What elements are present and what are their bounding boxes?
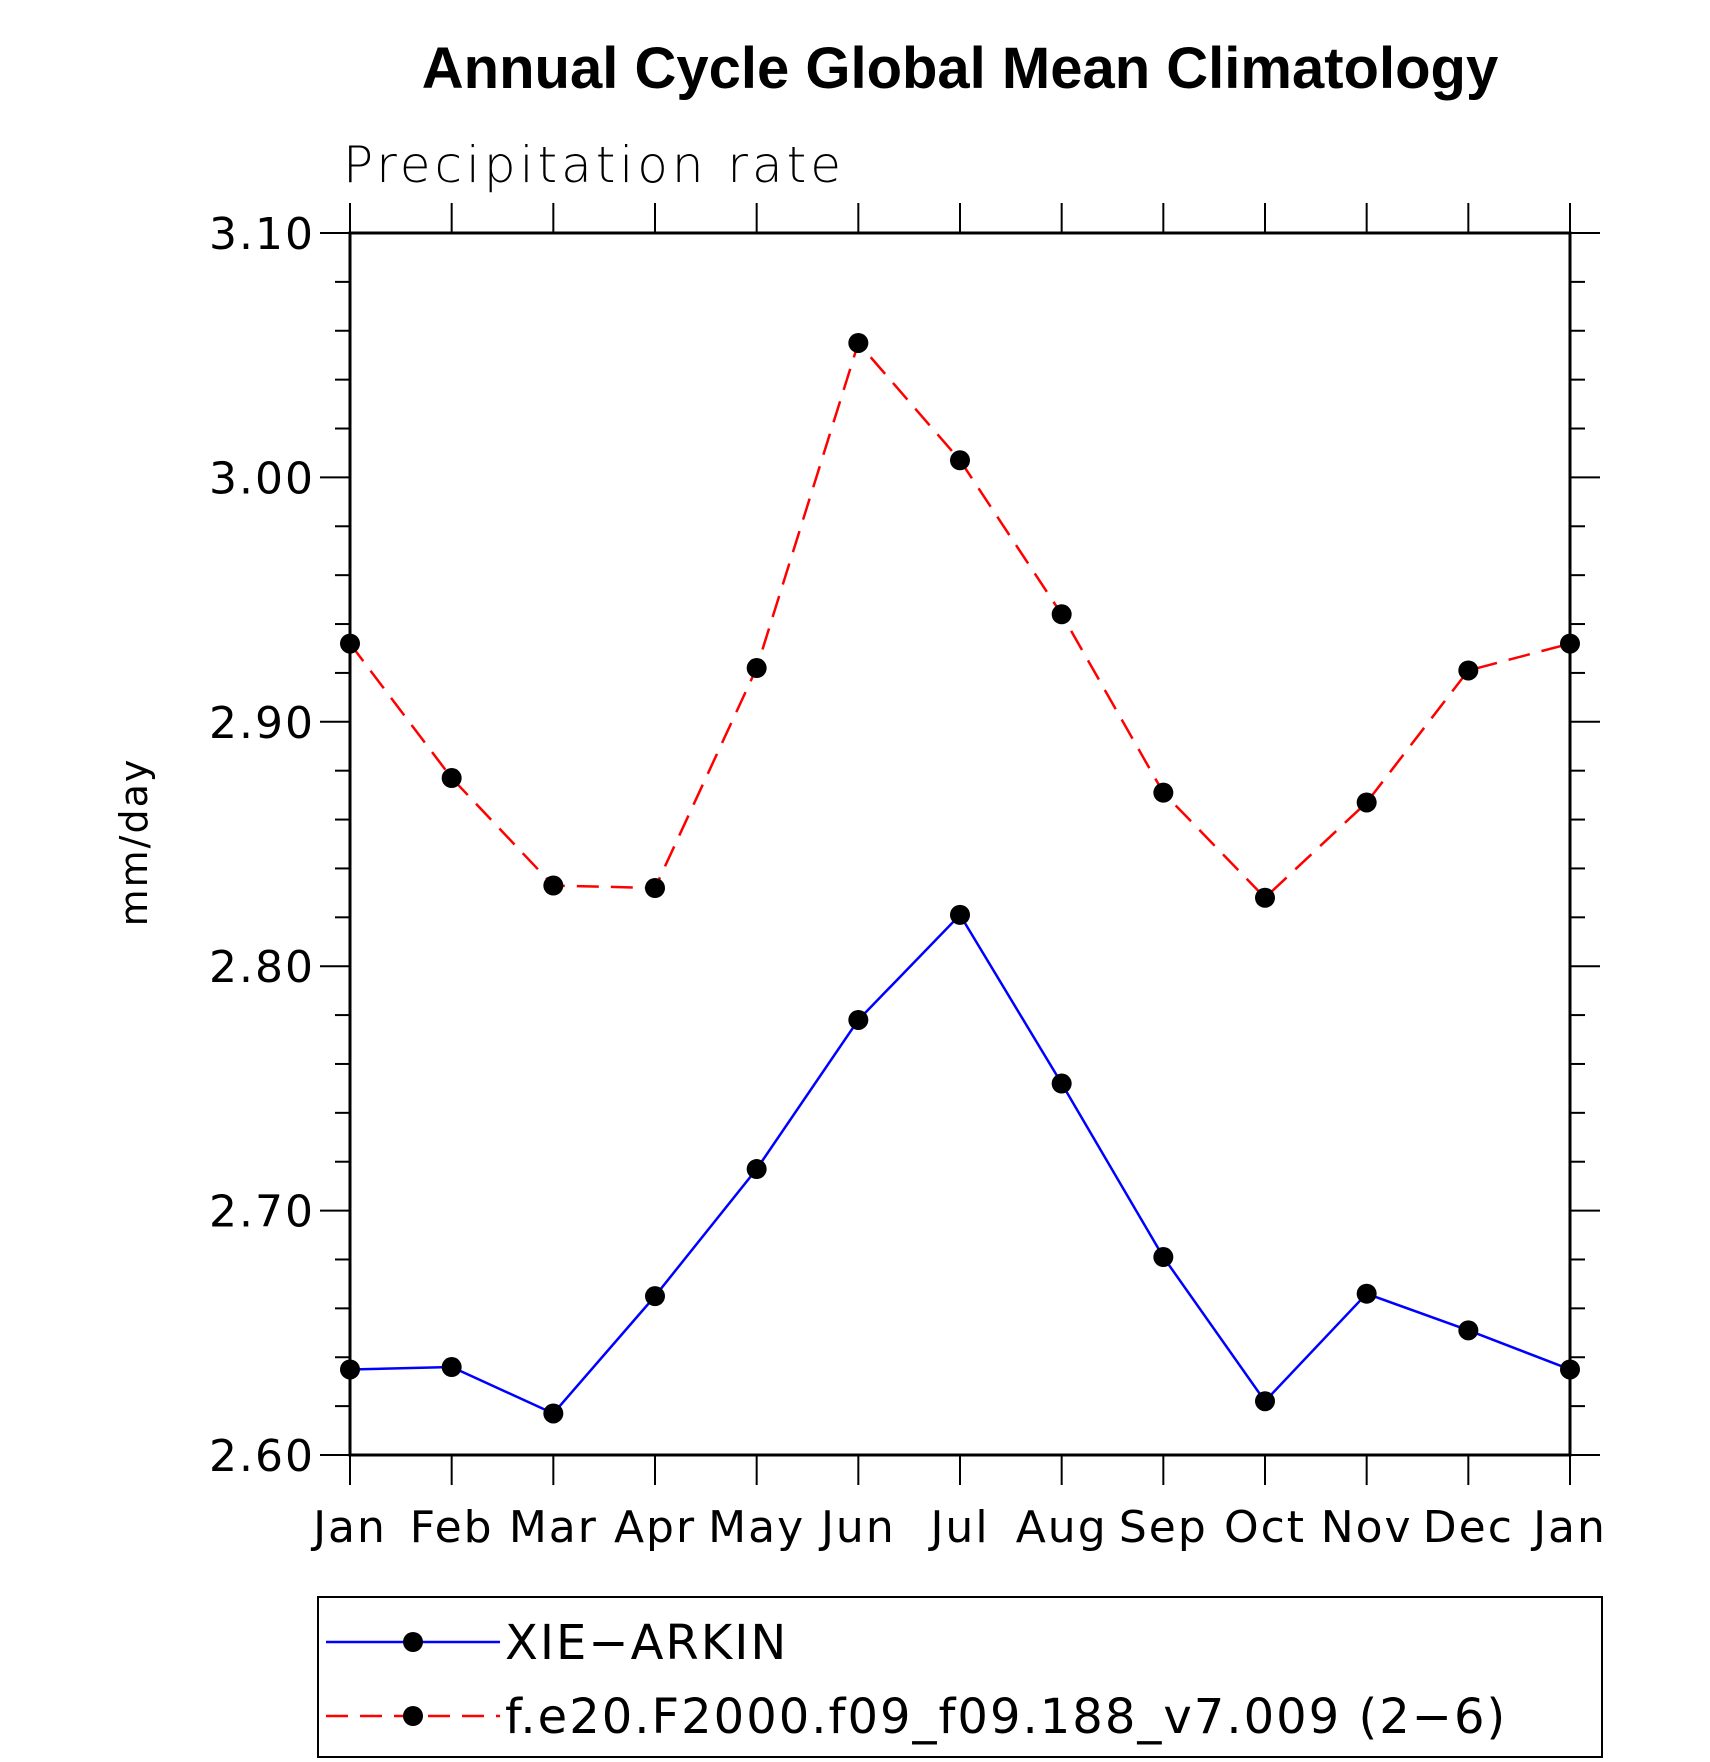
legend: XIE−ARKIN f.e20.F2000.f09_f09.188_v7.009 … — [317, 1596, 1603, 1758]
x-tick-label: Dec — [1423, 1502, 1514, 1553]
series-line-1 — [349, 340, 1571, 900]
axes: 2.60 2.70 2.80 2.90 3.00 3.10 Jan Feb Mar Apr May J… — [209, 203, 1607, 1553]
x-tick-label: Jan — [1530, 1502, 1607, 1553]
y-tick-label: 2.80 — [209, 942, 315, 993]
legend-label: f.e20.F2000.f09_f09.188_v7.009 (2−6) — [505, 1689, 1507, 1745]
data-point — [1560, 1359, 1580, 1380]
chart-subtitle: Precipitation rate — [343, 136, 845, 194]
data-point — [1255, 887, 1275, 908]
y-axis-label: mm/day — [112, 758, 156, 927]
y-tick-label: 3.00 — [209, 453, 315, 504]
x-tick-label: Mar — [509, 1502, 598, 1553]
chart-title: Annual Cycle Global Mean Climatology — [422, 36, 1498, 101]
legend-label: XIE−ARKIN — [505, 1615, 788, 1671]
data-point — [848, 1009, 869, 1030]
data-point — [441, 1357, 462, 1378]
data-point — [1051, 1073, 1072, 1094]
data-point — [1458, 1320, 1479, 1341]
data-point — [1356, 792, 1377, 813]
legend-marker — [403, 1632, 423, 1652]
data-point — [543, 875, 564, 896]
x-tick-label: Apr — [614, 1502, 696, 1553]
y-tick-label: 2.90 — [209, 698, 315, 749]
plot-frame — [348, 231, 1572, 1457]
x-tick-label: Jul — [927, 1502, 989, 1553]
x-tick-label: Aug — [1016, 1502, 1108, 1553]
data-point — [543, 1403, 564, 1424]
data-point — [1458, 660, 1479, 681]
data-point — [950, 450, 970, 471]
data-point — [1153, 782, 1174, 803]
legend-marker — [403, 1706, 423, 1726]
data-point — [645, 877, 665, 898]
x-tick-label: Oct — [1224, 1502, 1306, 1553]
data-point — [1356, 1283, 1377, 1304]
x-tick-label: Jan — [310, 1502, 387, 1553]
data-point — [1255, 1391, 1275, 1412]
x-tick-label: Jun — [818, 1502, 896, 1553]
data-point — [848, 332, 869, 353]
data-point — [441, 768, 462, 789]
data-point — [1153, 1247, 1174, 1268]
data-point — [950, 904, 970, 925]
series-line-0 — [349, 912, 1571, 1415]
plot-area — [340, 332, 1580, 1424]
legend-box — [317, 1596, 1603, 1758]
data-point — [746, 1159, 767, 1180]
data-point — [340, 1359, 360, 1380]
data-point — [746, 658, 767, 679]
y-tick-label: 2.70 — [209, 1187, 315, 1238]
data-point — [1051, 604, 1072, 625]
x-tick-label: Nov — [1321, 1502, 1413, 1553]
y-tick-label: 2.60 — [209, 1431, 315, 1482]
x-tick-label: Feb — [410, 1502, 494, 1553]
data-point — [645, 1286, 665, 1307]
x-tick-label: May — [708, 1502, 805, 1553]
x-tick-label: Sep — [1119, 1502, 1208, 1553]
y-tick-label: 3.10 — [209, 209, 315, 260]
data-point — [340, 633, 360, 654]
data-point — [1560, 633, 1580, 654]
